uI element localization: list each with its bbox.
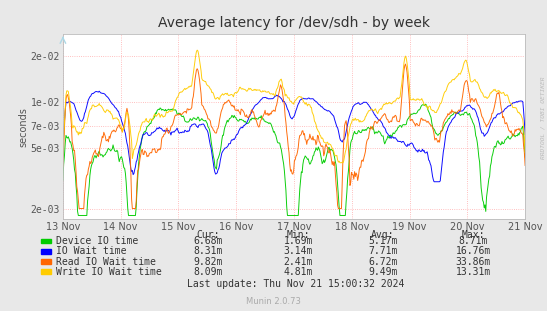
Text: RRDTOOL / TOBI OETIKER: RRDTOOL / TOBI OETIKER: [540, 77, 545, 160]
Text: 8.31m: 8.31m: [193, 246, 223, 256]
Text: 6.72m: 6.72m: [368, 257, 398, 267]
Text: 8.71m: 8.71m: [458, 236, 488, 246]
Text: 4.81m: 4.81m: [283, 267, 313, 277]
Text: Max:: Max:: [462, 230, 485, 239]
Text: 2.41m: 2.41m: [283, 257, 313, 267]
Text: 8.09m: 8.09m: [193, 267, 223, 277]
Text: 16.76m: 16.76m: [456, 246, 491, 256]
Text: 7.71m: 7.71m: [368, 246, 398, 256]
Text: 1.69m: 1.69m: [283, 236, 313, 246]
Text: 33.86m: 33.86m: [456, 257, 491, 267]
Text: Avg:: Avg:: [371, 230, 394, 239]
Text: Cur:: Cur:: [196, 230, 219, 239]
Text: 13.31m: 13.31m: [456, 267, 491, 277]
Text: 9.82m: 9.82m: [193, 257, 223, 267]
Text: Munin 2.0.73: Munin 2.0.73: [246, 297, 301, 306]
Text: 6.68m: 6.68m: [193, 236, 223, 246]
Y-axis label: seconds: seconds: [18, 107, 28, 147]
Text: Last update: Thu Nov 21 15:00:32 2024: Last update: Thu Nov 21 15:00:32 2024: [187, 279, 404, 289]
Text: 3.14m: 3.14m: [283, 246, 313, 256]
Text: Device IO time: Device IO time: [56, 236, 138, 246]
Text: Write IO Wait time: Write IO Wait time: [56, 267, 162, 277]
Text: Min:: Min:: [287, 230, 310, 239]
Text: Read IO Wait time: Read IO Wait time: [56, 257, 156, 267]
Text: 5.17m: 5.17m: [368, 236, 398, 246]
Text: 9.49m: 9.49m: [368, 267, 398, 277]
Text: IO Wait time: IO Wait time: [56, 246, 127, 256]
Title: Average latency for /dev/sdh - by week: Average latency for /dev/sdh - by week: [158, 16, 430, 30]
